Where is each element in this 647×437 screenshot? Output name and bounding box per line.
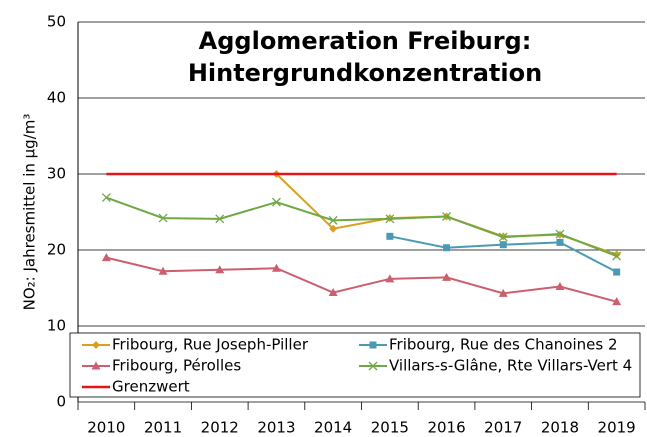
x-tick-label: 2015 [371,419,409,437]
marker [555,229,565,239]
legend-label: Fribourg, Rue Joseph-Piller [112,336,309,354]
legend-label: Fribourg, Pérolles [112,357,241,375]
marker [158,266,168,275]
y-tick-label: 0 [56,393,66,411]
marker [555,281,565,290]
marker [369,341,377,349]
marker [498,288,508,297]
marker [101,253,111,262]
legend-label: Villars-s-Glâne, Rte Villars-Vert 4 [389,357,632,375]
marker [329,224,338,233]
x-tick-label: 2018 [541,419,579,437]
marker [215,265,225,274]
series-line [106,256,617,303]
marker [612,251,622,261]
x-tick-label: 2013 [257,419,295,437]
marker [215,214,225,224]
marker [271,197,281,207]
marker [328,288,338,297]
marker [328,215,338,225]
marker [101,193,111,203]
marker [271,263,281,272]
chart-title: Hintergrundkonzentration [188,59,542,87]
legend [69,332,641,398]
series-line [106,196,618,258]
marker [499,241,507,249]
x-tick-label: 2014 [314,419,352,437]
marker [442,212,452,222]
marker [613,268,621,276]
x-tick-label: 2012 [201,419,239,437]
marker [612,250,621,259]
y-tick-label: 20 [47,241,66,259]
x-tick-label: 2017 [484,419,522,437]
y-tick-label: 50 [47,13,66,31]
marker [368,361,378,371]
marker [92,341,100,349]
marker [158,213,168,223]
marker [91,361,101,370]
marker [612,297,622,306]
chart-title: Agglomeration Freiburg: [199,27,532,55]
x-tick-label: 2010 [87,419,125,437]
marker [385,274,395,283]
marker [442,272,452,281]
marker [385,214,395,224]
marker [443,244,451,252]
y-tick-label: 30 [47,165,66,183]
x-tick-label: 2011 [144,419,182,437]
marker [386,232,394,240]
y-axis-label: NO₂: Jahresmittel in µg/m³ [21,114,39,311]
marker [556,238,564,246]
legend-label: Grenzwert [112,378,190,396]
legend-label: Fribourg, Rue des Chanoines 2 [389,336,618,354]
x-tick-label: 2016 [427,419,465,437]
x-tick-label: 2019 [598,419,636,437]
marker [498,232,508,242]
y-tick-label: 10 [47,317,66,335]
y-tick-label: 40 [47,89,66,107]
